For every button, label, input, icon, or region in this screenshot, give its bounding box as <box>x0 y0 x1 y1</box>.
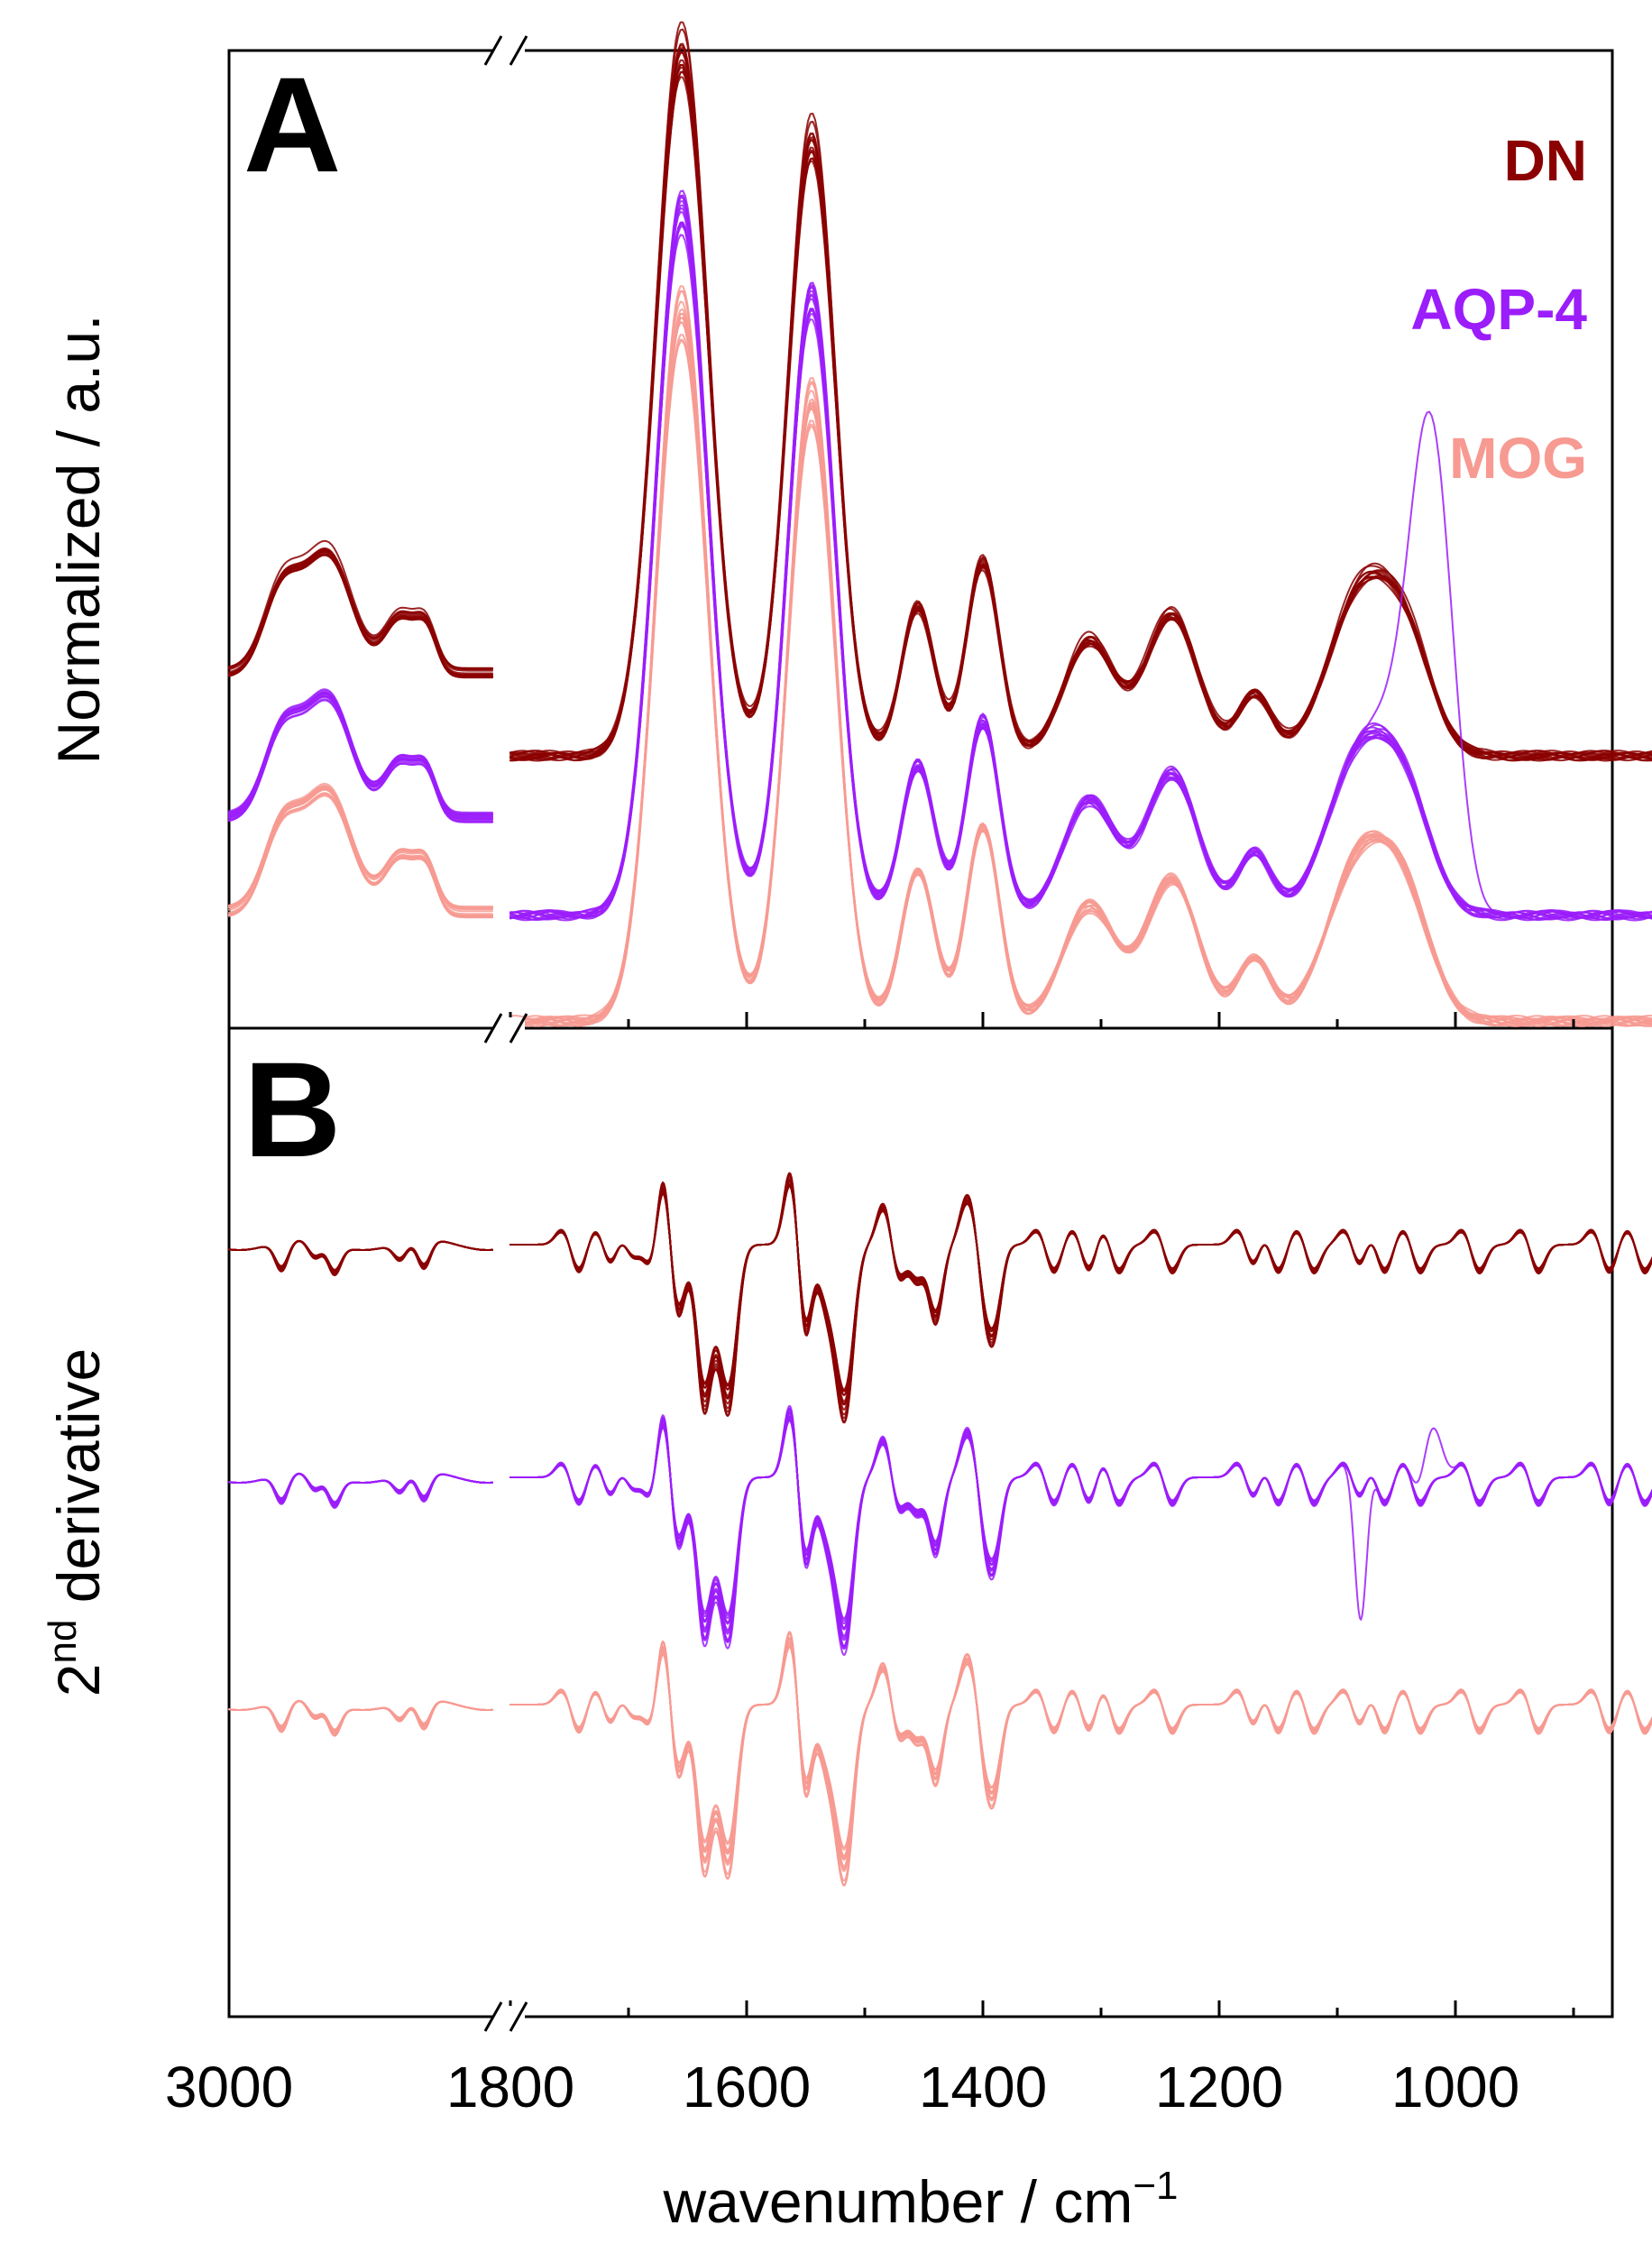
series-dn-high-11 <box>228 547 493 671</box>
axis-break-top <box>483 35 528 66</box>
deriv-aqp-4-high-13 <box>228 1473 493 1509</box>
series-aqp-4-fp-13 <box>509 204 1652 920</box>
tick-label-1200: 1200 <box>1155 2055 1283 2119</box>
deriv-mog-high-13 <box>228 1700 493 1733</box>
deriv-dn-high-13 <box>228 1240 493 1274</box>
series-dn-high-12 <box>228 553 493 678</box>
deriv-mog-fp-13 <box>509 1641 1652 1861</box>
deriv-aqp-4-fp-13 <box>509 1404 1652 1656</box>
series-aqp-4-high-13 <box>228 692 493 818</box>
tick-label-3000: 3000 <box>165 2055 293 2119</box>
tick-label-1600: 1600 <box>683 2055 811 2119</box>
y-axis-title-a: Normalized / a.u. <box>45 315 112 765</box>
legend-aqp4: AQP-4 <box>1410 277 1587 342</box>
series-aqp-4-high-12 <box>228 688 493 815</box>
x-axis-title: wavenumber / cm−1 <box>662 2164 1178 2235</box>
axis-break-middle <box>483 1013 528 1044</box>
panel-b-letter: B <box>243 1034 341 1185</box>
series-mog-high-13 <box>228 786 493 913</box>
panel-a-letter: A <box>243 49 341 200</box>
curve-layer <box>228 21 1652 1887</box>
series-dn-high-13 <box>228 550 493 676</box>
deriv-dn-fp-13 <box>509 1179 1652 1406</box>
y-axis-title-b: 2nd derivative <box>41 1348 112 1696</box>
legend-dn: DN <box>1504 128 1587 193</box>
series-aqp-4-high-11 <box>228 698 493 823</box>
tick-label-1400: 1400 <box>919 2055 1047 2119</box>
tick-label-1800: 1800 <box>446 2055 574 2119</box>
panel-b-frame <box>227 1026 1614 2018</box>
axis-break-bottom <box>483 2001 528 2032</box>
tick-label-1000: 1000 <box>1391 2055 1519 2119</box>
series-mog-high-8 <box>228 783 493 909</box>
series-mog-fp-13 <box>509 312 1652 1025</box>
series-dn-fp-13 <box>509 42 1652 761</box>
legend-mog: MOG <box>1449 426 1587 491</box>
